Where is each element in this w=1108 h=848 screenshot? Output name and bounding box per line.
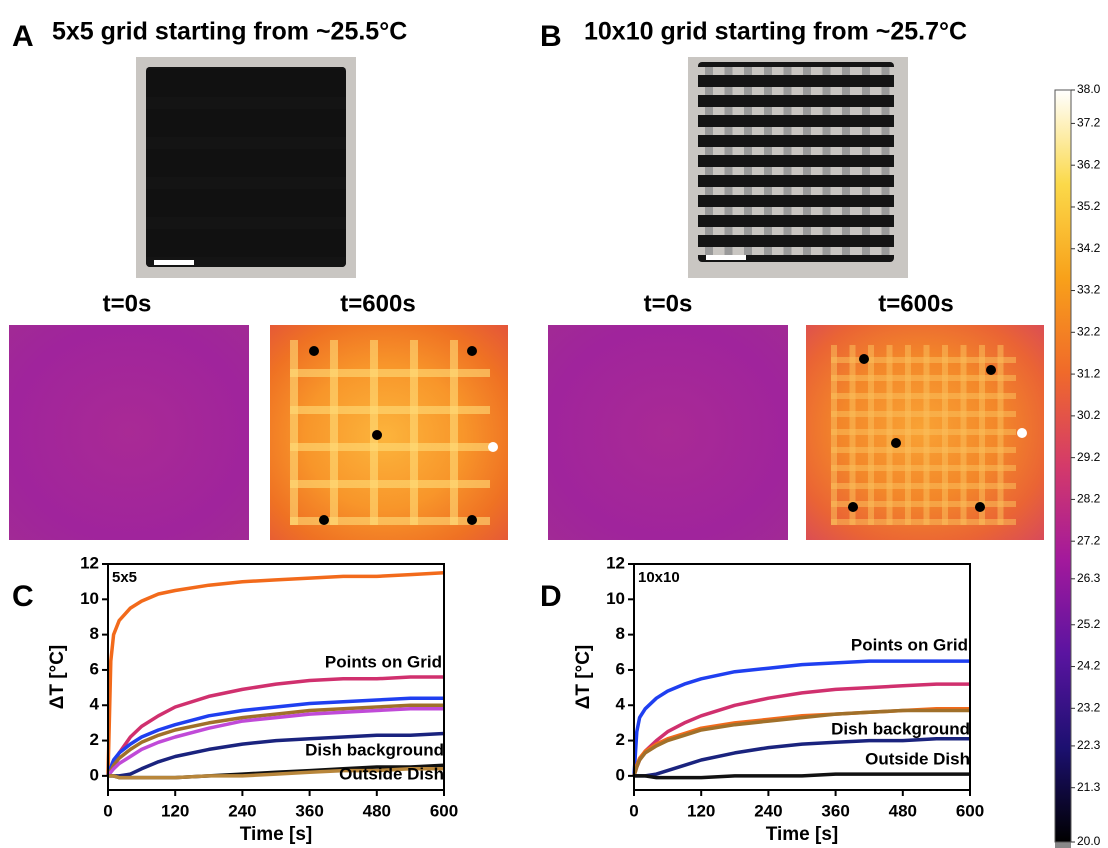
colorbar-tick-label: 32.2 — [1077, 324, 1101, 338]
y-tick-label: 4 — [90, 695, 100, 714]
colorbar-tick-label: 21.3 — [1077, 780, 1101, 794]
colorbar-tick-label: 22.3 — [1077, 738, 1101, 752]
annotation: Dish background — [831, 719, 970, 738]
panel-title: 5x5 grid starting from ~25.5°C — [52, 18, 407, 46]
y-tick-label: 6 — [616, 659, 625, 678]
plot-frame — [107, 563, 445, 791]
data-line — [632, 659, 970, 777]
panel-label: C — [12, 580, 34, 613]
y-tick-label: 4 — [616, 695, 626, 714]
colorbar-tick-label: 34.2 — [1077, 241, 1101, 255]
photo-5x5 — [136, 57, 356, 278]
y-tick-label: 10 — [606, 589, 625, 608]
y-tick-label: 12 — [606, 553, 625, 572]
x-tick-label: 600 — [430, 801, 458, 820]
colorbar-tick-label: 25.2 — [1077, 617, 1101, 631]
x-tick-label: 0 — [629, 801, 638, 820]
time-label: t=600s — [340, 290, 415, 317]
colorbar-tick-label: 37.2 — [1077, 116, 1101, 130]
y-tick-label: 2 — [90, 730, 99, 749]
y-tick-label: 8 — [90, 624, 99, 643]
data-line — [632, 708, 970, 777]
panel-label: B — [540, 20, 562, 53]
panel-label: D — [540, 580, 562, 613]
inset-label: 5x5 — [112, 569, 137, 586]
colorbar-tick-label: 28.2 — [1077, 492, 1101, 506]
y-tick-label: 6 — [90, 659, 99, 678]
x-tick-label: 120 — [687, 801, 715, 820]
panel-label: A — [12, 20, 34, 53]
y-axis-label: ΔT [°C] — [47, 645, 68, 710]
x-tick-label: 480 — [889, 801, 917, 820]
x-axis-label: Time [s] — [766, 824, 839, 845]
time-label: t=0s — [644, 290, 693, 317]
y-tick-label: 12 — [80, 553, 99, 572]
data-line — [634, 772, 970, 780]
x-tick-label: 240 — [228, 801, 256, 820]
data-line — [108, 767, 444, 780]
panel-title: 10x10 grid starting from ~25.7°C — [584, 18, 967, 46]
x-tick-label: 120 — [161, 801, 189, 820]
data-line — [106, 703, 444, 777]
y-tick-label: 0 — [90, 765, 99, 784]
x-tick-label: 360 — [821, 801, 849, 820]
annotation: Outside Dish — [865, 749, 970, 768]
data-line — [106, 707, 444, 777]
y-tick-label: 8 — [616, 624, 625, 643]
colorbar-tick-label: 31.2 — [1077, 366, 1101, 380]
data-line — [106, 571, 445, 776]
thermal-b-t0 — [548, 325, 788, 540]
plot-frame — [633, 563, 971, 791]
colorbar-tick-label: 38.0 — [1077, 82, 1101, 96]
x-tick-label: 360 — [295, 801, 323, 820]
photo-10x10 — [688, 57, 908, 278]
colorbar-tick-label: 30.2 — [1077, 408, 1101, 422]
inset-label: 10x10 — [638, 569, 680, 586]
x-axis-label: Time [s] — [240, 824, 313, 845]
thermal-a-t600 — [270, 325, 508, 540]
annotation: Outside Dish — [339, 764, 444, 783]
colorbar-tick-label: 27.2 — [1077, 533, 1101, 547]
colorbar-tick-label: 24.2 — [1077, 659, 1101, 673]
y-tick-label: 2 — [616, 730, 625, 749]
x-tick-label: 480 — [363, 801, 391, 820]
x-tick-label: 0 — [103, 801, 112, 820]
colorbar-tick-label: 36.2 — [1077, 157, 1101, 171]
colorbar-tick-label: 33.2 — [1077, 283, 1101, 297]
annotation: Dish background — [305, 740, 444, 759]
colorbar-tick-label: 20.0 — [1077, 834, 1101, 848]
x-tick-label: 600 — [956, 801, 984, 820]
thermal-b-t600 — [806, 325, 1044, 540]
annotation: Points on Grid — [325, 652, 442, 671]
colorbar-tick-label: 26.3 — [1077, 571, 1101, 585]
y-axis-label: ΔT [°C] — [573, 645, 594, 710]
y-tick-label: 10 — [80, 589, 99, 608]
colorbar-tick-label: 29.2 — [1077, 450, 1101, 464]
time-label: t=0s — [103, 290, 152, 317]
time-label: t=600s — [878, 290, 953, 317]
thermal-a-t0 — [9, 325, 249, 540]
colorbar-grey — [1055, 842, 1071, 848]
y-tick-label: 0 — [616, 765, 625, 784]
colorbar-tick-label: 35.2 — [1077, 199, 1101, 213]
colorbar — [1054, 89, 1072, 843]
annotation: Points on Grid — [851, 635, 968, 654]
data-line — [106, 696, 444, 777]
colorbar-tick-label: 23.2 — [1077, 700, 1101, 714]
x-tick-label: 240 — [754, 801, 782, 820]
